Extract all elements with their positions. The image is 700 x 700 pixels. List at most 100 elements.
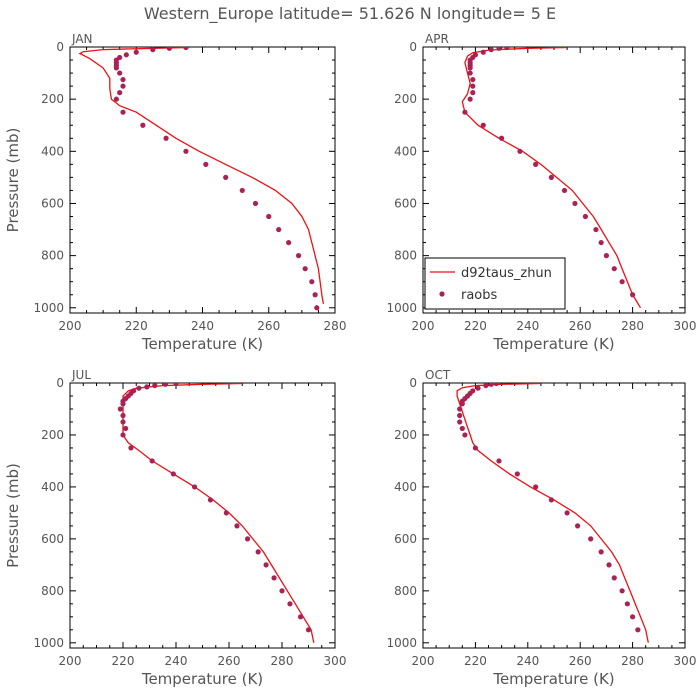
data-point-raobs	[183, 148, 189, 154]
data-point-raobs	[120, 412, 126, 419]
data-point-raobs	[123, 425, 129, 432]
data-point-raobs	[149, 458, 155, 464]
data-point-raobs	[136, 385, 142, 391]
x-tick-label: 300	[674, 654, 697, 668]
x-tick-label: 240	[191, 319, 214, 333]
data-point-raobs	[120, 109, 126, 115]
y-tick-label: 800	[41, 584, 64, 598]
data-point-raobs	[533, 484, 539, 490]
y-tick-label: 400	[394, 480, 417, 494]
data-point-raobs	[120, 83, 126, 89]
data-point-raobs	[582, 213, 589, 220]
y-tick-label: 200	[41, 428, 64, 442]
data-point-raobs	[475, 385, 481, 391]
data-point-raobs	[113, 65, 119, 71]
data-point-raobs	[533, 161, 539, 167]
x-tick-label: 240	[516, 654, 539, 668]
plot-frame	[422, 382, 686, 649]
data-point-raobs	[123, 52, 129, 58]
data-point-raobs	[117, 70, 123, 76]
data-point-raobs	[572, 200, 578, 207]
data-point-raobs	[117, 90, 123, 96]
data-point-raobs	[457, 406, 463, 412]
data-point-raobs	[117, 406, 123, 412]
data-point-raobs	[271, 575, 277, 581]
data-point-raobs	[162, 383, 168, 387]
y-axis-label: Pressure (mb)	[4, 128, 22, 233]
y-tick-label: 0	[409, 376, 417, 390]
data-point-raobs	[467, 96, 473, 102]
y-tick-label: 0	[56, 40, 64, 54]
data-point-raobs	[598, 239, 604, 246]
data-point-raobs	[191, 484, 198, 490]
data-point-raobs	[133, 49, 139, 55]
data-point-raobs	[302, 266, 308, 272]
data-point-raobs	[173, 383, 179, 387]
y-tick-label: 600	[394, 196, 417, 210]
y-tick-label: 600	[41, 532, 64, 546]
data-point-raobs	[611, 575, 617, 581]
panel-jul: JUL 200 220 240 260 280 300 0 200 400 600 800 1000 Te…	[4, 368, 346, 688]
data-point-raobs	[470, 83, 476, 89]
data-point-raobs	[170, 471, 176, 477]
x-tick-label: 260	[257, 319, 280, 333]
data-point-raobs	[223, 510, 229, 516]
x-axis-label: Temperature (K)	[141, 335, 263, 353]
data-layer	[461, 47, 642, 309]
legend-box	[424, 257, 566, 310]
data-point-raobs	[312, 292, 318, 298]
panel-jan: JAN 200 220 240 260 280 0 200 400 600 800 1000 Tempe…	[4, 32, 346, 353]
y-tick-label: 1000	[33, 636, 64, 650]
data-point-raobs	[496, 458, 502, 464]
legend-label-obs: raobs	[461, 288, 498, 303]
data-point-raobs	[574, 523, 581, 529]
data-point-raobs	[470, 90, 476, 96]
data-layer	[117, 383, 315, 643]
data-point-raobs	[467, 70, 473, 76]
x-tick-label: 260	[569, 654, 592, 668]
data-point-raobs	[480, 49, 486, 55]
y-tick-label: 1000	[386, 636, 417, 650]
series-line-d92taus_zhun	[122, 383, 315, 643]
data-point-raobs	[635, 627, 641, 633]
data-point-raobs	[619, 588, 625, 594]
data-point-raobs	[223, 174, 229, 180]
legend-dot-swatch	[439, 291, 445, 297]
data-point-raobs	[561, 187, 568, 194]
x-tick-label: 220	[112, 654, 135, 668]
data-point-raobs	[297, 614, 304, 620]
x-tick-label: 300	[324, 654, 347, 668]
data-point-raobs	[467, 65, 473, 71]
x-axis-label: Temperature (K)	[492, 670, 614, 688]
data-point-raobs	[266, 213, 272, 220]
plot-frame	[69, 382, 336, 649]
y-tick-label: 800	[394, 249, 417, 263]
data-point-raobs	[295, 253, 302, 259]
data-point-raobs	[239, 187, 245, 194]
data-point-raobs	[603, 253, 610, 259]
panel-oct: OCT 200 220 240 260 280 300 0 200 400 600 800 1000 Te…	[386, 368, 696, 688]
data-point-raobs	[588, 536, 594, 542]
y-tick-label: 400	[41, 144, 64, 158]
data-point-raobs	[514, 471, 520, 477]
data-point-raobs	[472, 445, 478, 451]
data-point-raobs	[457, 419, 463, 425]
y-tick-label: 400	[41, 480, 64, 494]
data-point-raobs	[263, 562, 269, 568]
data-point-raobs	[113, 96, 119, 102]
x-tick-label: 280	[621, 654, 644, 668]
series-line-d92taus_zhun	[456, 383, 649, 643]
data-point-raobs	[619, 279, 625, 285]
x-tick-label: 200	[412, 319, 435, 333]
data-point-raobs	[120, 419, 126, 425]
data-point-raobs	[128, 445, 134, 451]
x-tick-label: 280	[324, 319, 347, 333]
data-point-raobs	[598, 549, 604, 555]
y-tick-label: 400	[394, 144, 417, 158]
x-tick-label: 200	[59, 319, 82, 333]
data-point-raobs	[504, 47, 510, 51]
data-point-raobs	[624, 601, 630, 607]
x-tick-label: 280	[621, 319, 644, 333]
